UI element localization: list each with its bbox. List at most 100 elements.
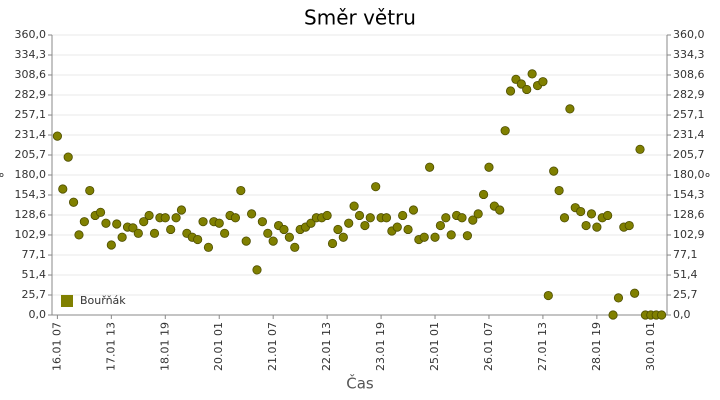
point bbox=[478, 189, 489, 200]
y2-tick-label: 154,3 bbox=[673, 188, 705, 201]
point bbox=[63, 152, 73, 162]
y-tick-label: 102,9 bbox=[15, 228, 47, 241]
y2-axis-label: ° bbox=[705, 172, 720, 179]
point bbox=[581, 220, 591, 231]
point bbox=[516, 79, 526, 89]
x-tick-label: 17.01 13 bbox=[104, 322, 117, 371]
x-tick-label: 30.01 01 bbox=[644, 322, 657, 371]
point bbox=[495, 205, 505, 215]
y2-tick-label: 282,9 bbox=[673, 88, 705, 101]
x-tick-label: 18.01 19 bbox=[158, 322, 171, 371]
point bbox=[441, 213, 451, 223]
point bbox=[381, 213, 392, 223]
y2-tick-label: 205,7 bbox=[673, 148, 705, 161]
point bbox=[327, 238, 338, 249]
y-axis-label: ° bbox=[0, 172, 14, 179]
point bbox=[559, 213, 570, 223]
y-tick-label: 154,3 bbox=[15, 188, 47, 201]
point bbox=[74, 230, 84, 240]
point bbox=[527, 69, 537, 79]
point bbox=[592, 222, 602, 232]
point bbox=[500, 126, 510, 136]
point bbox=[230, 213, 241, 223]
point bbox=[408, 205, 419, 215]
y-tick-label: 360,0 bbox=[15, 28, 47, 41]
x-tick-label: 28.01 19 bbox=[590, 322, 603, 371]
point bbox=[586, 209, 597, 219]
point bbox=[117, 232, 127, 242]
point bbox=[554, 185, 564, 196]
y-tick-label: 282,9 bbox=[15, 88, 47, 101]
point bbox=[166, 224, 176, 235]
point bbox=[457, 213, 467, 223]
point bbox=[268, 236, 278, 246]
point bbox=[435, 220, 446, 231]
point bbox=[322, 210, 332, 221]
point bbox=[160, 213, 170, 223]
point bbox=[549, 166, 559, 176]
point bbox=[624, 220, 634, 231]
y-tick-label: 25,7 bbox=[22, 288, 47, 301]
y-tick-label: 0,0 bbox=[29, 308, 47, 321]
point bbox=[657, 310, 667, 320]
y2-tick-label: 180,0 bbox=[673, 168, 705, 181]
point bbox=[95, 207, 106, 217]
point bbox=[473, 209, 483, 219]
point bbox=[112, 219, 122, 229]
point bbox=[430, 232, 440, 242]
x-tick-label: 20.01 01 bbox=[212, 322, 225, 371]
legend-swatch bbox=[61, 295, 73, 307]
y2-tick-label: 360,0 bbox=[673, 28, 705, 41]
point bbox=[290, 242, 300, 252]
point bbox=[425, 162, 435, 172]
point bbox=[198, 217, 208, 227]
y-tick-label: 205,7 bbox=[15, 148, 47, 161]
point bbox=[101, 218, 111, 228]
x-tick-label: 22.01 13 bbox=[320, 322, 333, 371]
y2-tick-label: 102,9 bbox=[673, 228, 705, 241]
y-tick-label: 128,6 bbox=[15, 208, 47, 221]
point bbox=[263, 228, 273, 238]
point bbox=[106, 240, 116, 250]
point bbox=[203, 242, 214, 252]
point bbox=[128, 223, 138, 233]
y-tick-label: 51,4 bbox=[22, 268, 47, 281]
point bbox=[171, 213, 181, 223]
point bbox=[608, 310, 618, 320]
point bbox=[79, 217, 89, 227]
y2-tick-label: 128,6 bbox=[673, 208, 705, 221]
point bbox=[193, 234, 203, 245]
y2-tick-label: 308,6 bbox=[673, 68, 705, 81]
point bbox=[344, 218, 354, 228]
x-tick-label: 23.01 19 bbox=[374, 322, 387, 371]
point bbox=[505, 86, 516, 96]
point bbox=[241, 236, 251, 246]
point bbox=[354, 210, 365, 221]
y2-tick-label: 51,4 bbox=[673, 268, 698, 281]
point bbox=[306, 218, 316, 228]
y-tick-label: 334,3 bbox=[15, 48, 47, 61]
point bbox=[522, 84, 532, 95]
y2-tick-label: 25,7 bbox=[673, 288, 698, 301]
x-tick-label: 16.01 07 bbox=[50, 322, 63, 371]
point bbox=[603, 210, 613, 221]
point bbox=[149, 228, 160, 238]
x-tick-label: 27.01 13 bbox=[536, 322, 549, 371]
point bbox=[338, 232, 348, 242]
x-tick-label: 26.01 07 bbox=[482, 322, 495, 371]
y2-tick-label: 231,4 bbox=[673, 128, 705, 141]
y2-tick-label: 77,1 bbox=[673, 248, 698, 261]
y-tick-label: 77,1 bbox=[22, 248, 47, 261]
x-tick-label: 25.01 01 bbox=[428, 322, 441, 371]
point bbox=[635, 144, 645, 154]
y-tick-label: 231,4 bbox=[15, 128, 47, 141]
legend-label: Bouřňák bbox=[80, 294, 126, 307]
point bbox=[236, 185, 246, 196]
point bbox=[446, 230, 456, 240]
point bbox=[333, 224, 343, 235]
point bbox=[257, 217, 267, 227]
point bbox=[349, 201, 359, 211]
point bbox=[613, 293, 624, 303]
